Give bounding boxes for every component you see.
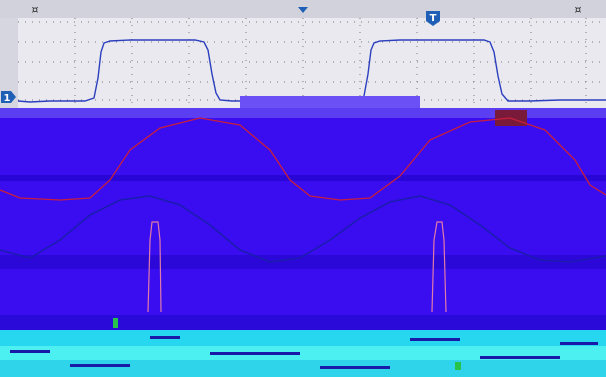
green-indicator: [113, 318, 118, 328]
bottom-cyan-bar-3: [0, 360, 606, 377]
left-cursor-icon[interactable]: ¤: [28, 3, 42, 16]
green-indicator-2: [455, 362, 461, 370]
channel-1-icon[interactable]: 1: [1, 91, 16, 104]
corrupted-panel-bg: [0, 108, 606, 333]
left-cursor-glyph: ¤: [32, 3, 39, 16]
upper-display: ¤ ¤ T 1: [0, 0, 606, 108]
spike-traces: [147, 221, 447, 313]
right-cursor-icon[interactable]: ¤: [571, 3, 585, 16]
bottom-status-area: [0, 315, 606, 377]
glitch-band-4: [0, 255, 606, 269]
trigger-position-icon[interactable]: [298, 7, 308, 13]
blue-sine-trace: [0, 195, 606, 263]
glitch-band-1: [0, 108, 606, 118]
trigger-level-label: T: [430, 13, 437, 24]
channel-1-label: 1: [4, 93, 11, 104]
bottom-noise: [10, 336, 598, 369]
red-trace: [0, 117, 606, 201]
bottom-cyan-bar-1: [0, 330, 606, 346]
glitch-band-2: [240, 96, 420, 108]
bottom-cyan-bar-2: [0, 346, 606, 360]
bottom-strip-dark: [0, 315, 606, 330]
corrupted-display: [0, 96, 606, 333]
right-cursor-glyph: ¤: [575, 3, 582, 16]
left-edge-strip: [0, 18, 18, 108]
trigger-level-icon[interactable]: T: [426, 11, 440, 26]
glitch-band-3: [0, 175, 606, 181]
